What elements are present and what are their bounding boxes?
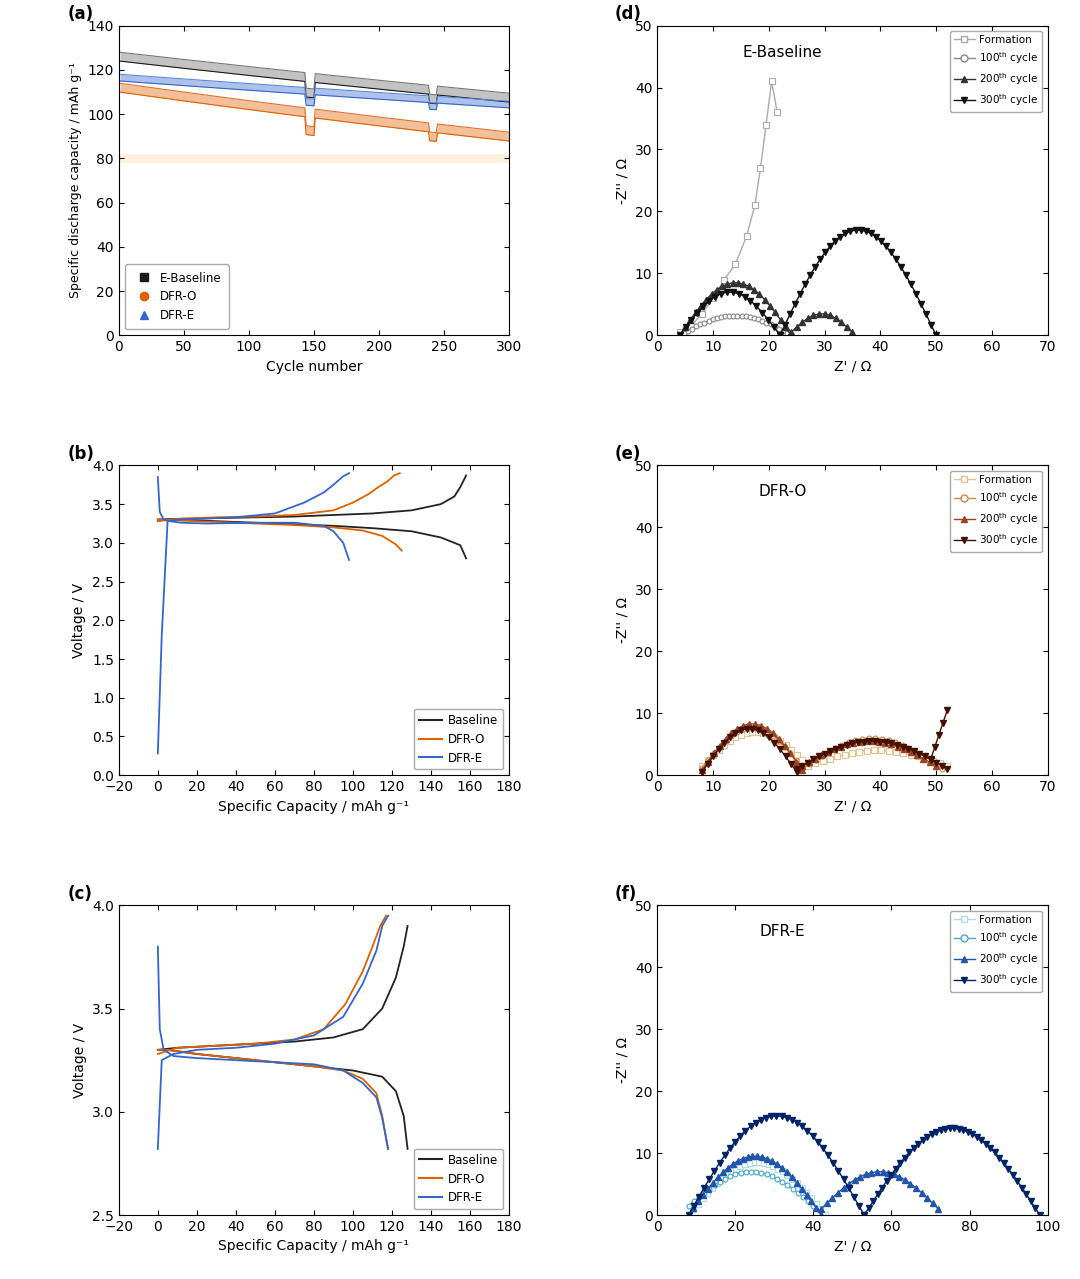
Text: (c): (c): [68, 885, 93, 903]
Y-axis label: -Z'' / Ω: -Z'' / Ω: [616, 157, 630, 203]
Legend: E-Baseline, DFR-O, DFR-E: E-Baseline, DFR-O, DFR-E: [124, 265, 229, 330]
Text: (e): (e): [615, 445, 640, 463]
Text: DFR-E: DFR-E: [759, 925, 805, 939]
Legend: Baseline, DFR-O, DFR-E: Baseline, DFR-O, DFR-E: [414, 709, 503, 769]
X-axis label: Z' / Ω: Z' / Ω: [834, 359, 872, 373]
Text: (f): (f): [615, 885, 637, 903]
X-axis label: Z' / Ω: Z' / Ω: [834, 1239, 872, 1253]
Text: (b): (b): [68, 445, 95, 463]
Legend: Formation, 100$^{\mathregular{th}}$ cycle, 200$^{\mathregular{th}}$ cycle, 300$^: Formation, 100$^{\mathregular{th}}$ cycl…: [949, 911, 1042, 991]
X-axis label: Cycle number: Cycle number: [266, 359, 362, 373]
Y-axis label: -Z'' / Ω: -Z'' / Ω: [616, 597, 630, 643]
Y-axis label: Voltage / V: Voltage / V: [72, 1023, 86, 1097]
Legend: Formation, 100$^{\mathregular{th}}$ cycle, 200$^{\mathregular{th}}$ cycle, 300$^: Formation, 100$^{\mathregular{th}}$ cycl…: [949, 31, 1042, 113]
Text: (a): (a): [68, 5, 94, 23]
Text: (d): (d): [615, 5, 642, 23]
X-axis label: Specific Capacity / mAh g⁻¹: Specific Capacity / mAh g⁻¹: [218, 799, 409, 813]
X-axis label: Specific Capacity / mAh g⁻¹: Specific Capacity / mAh g⁻¹: [218, 1239, 409, 1253]
Y-axis label: -Z'' / Ω: -Z'' / Ω: [616, 1037, 630, 1083]
Text: E-Baseline: E-Baseline: [742, 45, 822, 60]
Legend: Formation, 100$^{\mathregular{th}}$ cycle, 200$^{\mathregular{th}}$ cycle, 300$^: Formation, 100$^{\mathregular{th}}$ cycl…: [949, 471, 1042, 553]
Text: DFR-O: DFR-O: [758, 485, 807, 499]
Y-axis label: Voltage / V: Voltage / V: [72, 583, 86, 657]
Legend: Baseline, DFR-O, DFR-E: Baseline, DFR-O, DFR-E: [414, 1149, 503, 1209]
X-axis label: Z' / Ω: Z' / Ω: [834, 799, 872, 813]
Y-axis label: Specific discharge capacity / mAh g⁻¹: Specific discharge capacity / mAh g⁻¹: [69, 63, 82, 298]
